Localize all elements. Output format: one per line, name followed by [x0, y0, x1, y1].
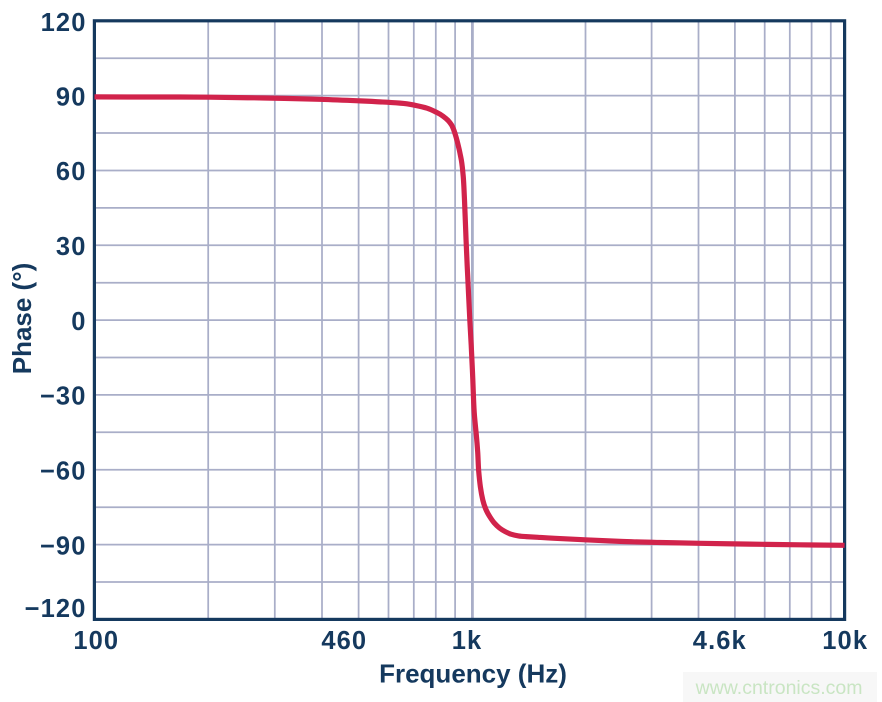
- svg-text:Frequency (Hz): Frequency (Hz): [379, 659, 567, 689]
- svg-text:10k: 10k: [822, 627, 868, 655]
- svg-text:Phase (°): Phase (°): [7, 263, 37, 375]
- svg-text:90: 90: [56, 83, 87, 111]
- svg-text:100: 100: [73, 627, 119, 655]
- svg-text:30: 30: [56, 233, 87, 261]
- svg-text:60: 60: [56, 158, 87, 186]
- svg-text:460: 460: [321, 627, 367, 655]
- svg-text:www.cntronics.com: www.cntronics.com: [695, 677, 863, 699]
- svg-text:1k: 1k: [452, 627, 483, 655]
- svg-text:−90: −90: [40, 532, 87, 560]
- svg-text:−120: −120: [25, 595, 87, 623]
- svg-text:−60: −60: [40, 458, 87, 486]
- svg-text:0: 0: [71, 308, 86, 336]
- svg-text:−30: −30: [40, 383, 87, 411]
- svg-text:120: 120: [41, 9, 87, 37]
- svg-text:4.6k: 4.6k: [693, 627, 747, 655]
